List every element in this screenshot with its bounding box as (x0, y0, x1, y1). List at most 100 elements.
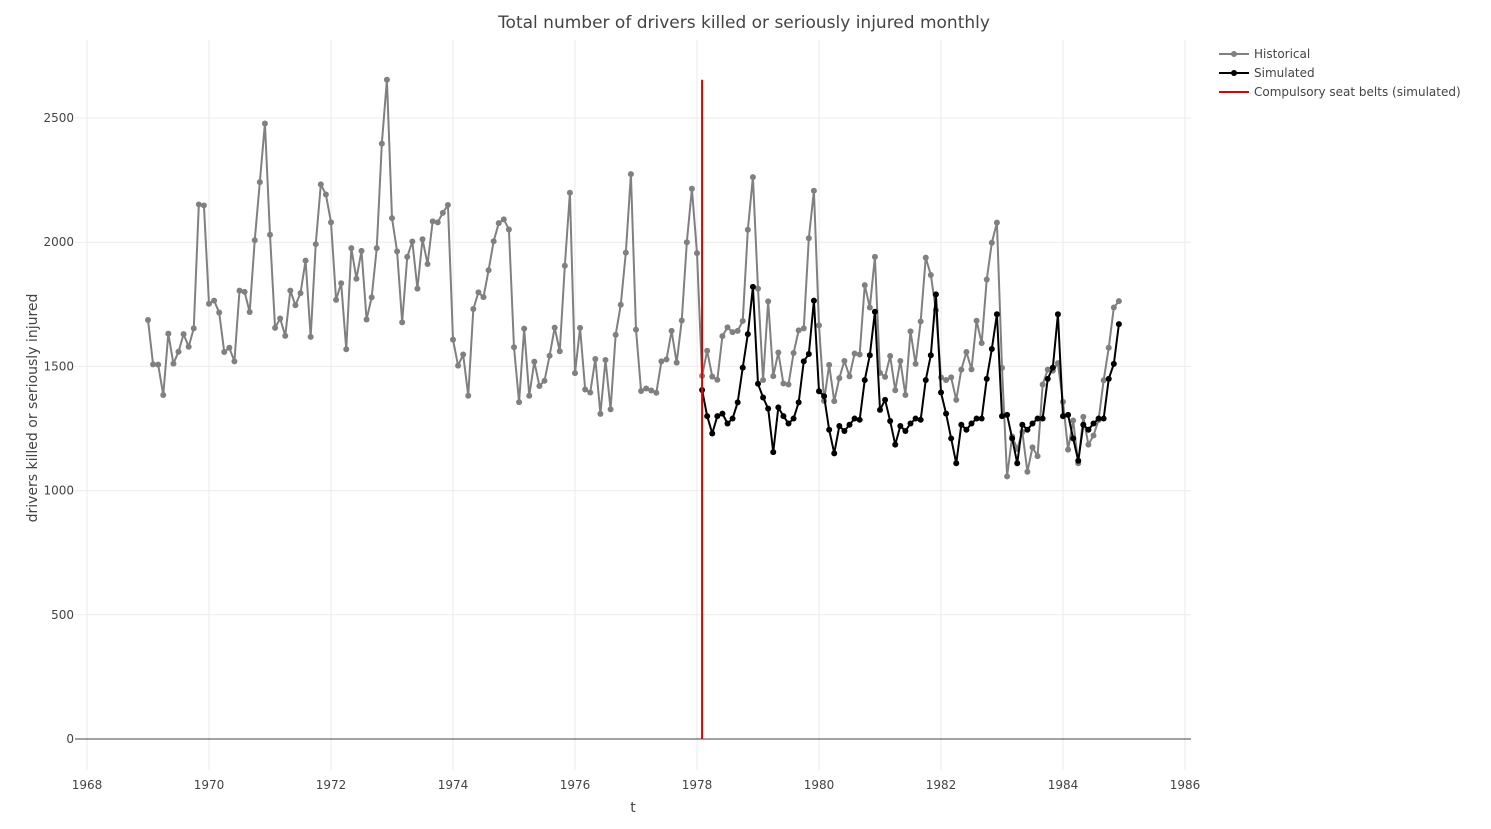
data-point-simulated[interactable] (983, 375, 990, 382)
data-point-simulated[interactable] (902, 427, 909, 434)
data-point-historical[interactable] (1080, 413, 1087, 420)
data-point-historical[interactable] (724, 324, 731, 331)
data-point-historical[interactable] (922, 254, 929, 261)
data-point-simulated[interactable] (1004, 411, 1011, 418)
data-point-historical[interactable] (531, 358, 538, 365)
data-point-historical[interactable] (622, 249, 629, 256)
data-point-historical[interactable] (577, 324, 584, 331)
data-point-simulated[interactable] (866, 352, 873, 359)
data-point-simulated[interactable] (749, 283, 756, 290)
data-point-simulated[interactable] (739, 364, 746, 371)
data-point-historical[interactable] (1024, 468, 1031, 475)
data-point-simulated[interactable] (1029, 420, 1036, 427)
data-point-historical[interactable] (917, 318, 924, 325)
data-point-historical[interactable] (749, 174, 756, 181)
data-point-historical[interactable] (719, 333, 726, 340)
data-point-historical[interactable] (490, 238, 497, 245)
data-point-historical[interactable] (729, 329, 736, 336)
data-point-simulated[interactable] (805, 350, 812, 357)
data-point-historical[interactable] (175, 348, 182, 355)
data-point-historical[interactable] (607, 406, 614, 413)
data-point-simulated[interactable] (826, 426, 833, 433)
data-point-historical[interactable] (1100, 377, 1107, 384)
data-point-historical[interactable] (871, 253, 878, 260)
data-point-simulated[interactable] (887, 418, 894, 425)
data-point-historical[interactable] (261, 120, 268, 127)
data-point-historical[interactable] (775, 349, 782, 356)
data-point-simulated[interactable] (1095, 415, 1102, 422)
data-point-historical[interactable] (409, 238, 416, 245)
data-point-simulated[interactable] (963, 426, 970, 433)
data-point-historical[interactable] (760, 377, 767, 384)
data-point-historical[interactable] (836, 375, 843, 382)
data-point-historical[interactable] (465, 392, 472, 399)
data-point-historical[interactable] (597, 410, 604, 417)
data-point-simulated[interactable] (958, 421, 965, 428)
data-point-simulated[interactable] (948, 435, 955, 442)
data-point-historical[interactable] (734, 327, 741, 334)
data-point-historical[interactable] (633, 326, 639, 333)
data-point-simulated[interactable] (1054, 311, 1061, 318)
data-point-historical[interactable] (744, 226, 751, 233)
data-point-historical[interactable] (485, 267, 492, 274)
data-point-historical[interactable] (312, 241, 319, 248)
data-point-simulated[interactable] (831, 450, 838, 457)
data-point-historical[interactable] (816, 322, 822, 329)
data-point-historical[interactable] (643, 385, 650, 392)
data-point-simulated[interactable] (968, 420, 975, 427)
data-point-historical[interactable] (846, 373, 853, 380)
data-point-historical[interactable] (170, 360, 177, 367)
data-point-historical[interactable] (216, 309, 223, 316)
data-point-historical[interactable] (460, 351, 467, 358)
data-point-historical[interactable] (1110, 304, 1117, 311)
data-point-simulated[interactable] (765, 405, 772, 412)
data-point-simulated[interactable] (1070, 435, 1077, 442)
data-point-simulated[interactable] (760, 394, 767, 401)
data-point-historical[interactable] (1090, 432, 1097, 439)
data-point-simulated[interactable] (892, 441, 899, 448)
data-point-historical[interactable] (1039, 381, 1046, 388)
data-point-historical[interactable] (429, 218, 436, 225)
data-point-historical[interactable] (688, 185, 695, 192)
data-point-historical[interactable] (368, 294, 375, 301)
data-point-historical[interactable] (389, 215, 395, 222)
data-point-historical[interactable] (678, 317, 685, 324)
data-point-historical[interactable] (414, 285, 421, 292)
data-point-historical[interactable] (978, 340, 985, 347)
data-point-simulated[interactable] (1115, 321, 1122, 328)
data-point-simulated[interactable] (856, 416, 863, 423)
data-point-simulated[interactable] (719, 410, 726, 417)
data-point-simulated[interactable] (795, 399, 802, 406)
data-point-historical[interactable] (256, 179, 263, 186)
data-point-simulated[interactable] (912, 415, 919, 422)
data-point-historical[interactable] (434, 219, 441, 226)
data-point-simulated[interactable] (943, 410, 950, 417)
data-point-historical[interactable] (897, 357, 904, 364)
data-point-simulated[interactable] (709, 430, 716, 437)
data-point-historical[interactable] (587, 389, 594, 396)
data-point-historical[interactable] (963, 348, 970, 355)
data-point-historical[interactable] (500, 216, 507, 223)
data-point-simulated[interactable] (790, 415, 797, 422)
data-point-simulated[interactable] (927, 352, 934, 359)
data-point-historical[interactable] (826, 361, 833, 368)
data-point-historical[interactable] (627, 171, 634, 178)
data-point-historical[interactable] (973, 317, 980, 324)
data-point-simulated[interactable] (1044, 375, 1051, 382)
data-point-historical[interactable] (282, 332, 289, 339)
data-point-historical[interactable] (165, 330, 172, 337)
data-point-historical[interactable] (546, 352, 553, 359)
data-point-historical[interactable] (765, 298, 772, 305)
legend-item-simulated[interactable]: Simulated (1219, 66, 1315, 80)
data-point-historical[interactable] (424, 261, 431, 268)
data-point-historical[interactable] (566, 189, 573, 196)
data-point-historical[interactable] (653, 389, 660, 396)
data-point-historical[interactable] (206, 300, 212, 307)
data-point-historical[interactable] (272, 324, 279, 331)
data-point-simulated[interactable] (1039, 415, 1046, 422)
data-point-historical[interactable] (241, 288, 248, 295)
data-point-historical[interactable] (200, 202, 207, 209)
data-point-historical[interactable] (805, 235, 812, 242)
data-point-historical[interactable] (180, 331, 187, 338)
legend-item-seat-belts[interactable]: Compulsory seat belts (simulated) (1219, 85, 1461, 99)
